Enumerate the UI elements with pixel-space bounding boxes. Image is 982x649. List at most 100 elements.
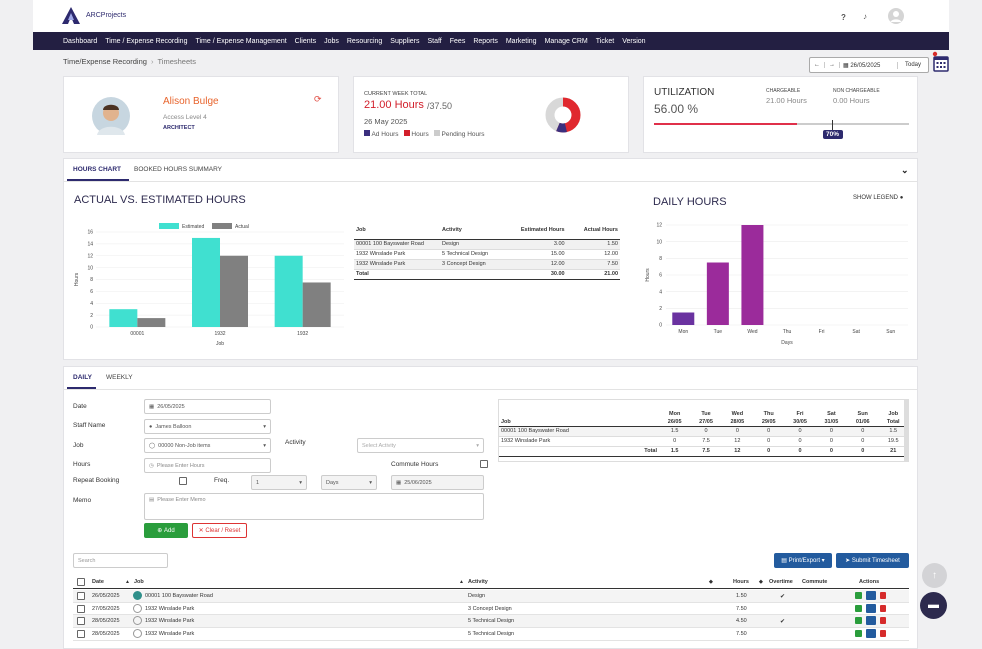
date-field[interactable]: ▦ 26/05/2025 [144,399,271,414]
nav-item-dashboard[interactable]: Dashboard [63,37,98,45]
show-legend-link[interactable]: SHOW LEGEND ● [853,195,904,201]
hours-col-header[interactable]: Hours [733,579,749,585]
copy-icon[interactable] [866,591,876,600]
row-hours: 7.50 [736,631,747,638]
job-table-row: 1932 Winslade Park 5 Technical Design 15.0… [354,249,620,259]
copy-icon[interactable] [866,629,876,639]
delete-icon[interactable] [880,604,886,612]
repeat-end-date[interactable]: ▦ 25/06/2025 [391,475,484,490]
weekly-cell: 1.5 [670,448,679,454]
sort-icon[interactable]: ◆ [709,579,713,585]
breadcrumb-parent[interactable]: Time/Expense Recording [63,57,147,66]
scroll-top-button[interactable]: ↑ [922,563,947,588]
select-all-checkbox[interactable] [77,578,85,586]
job-table-cell: 12.00 [550,261,565,267]
copy-icon[interactable] [866,603,876,613]
delete-icon[interactable] [880,592,886,599]
tab-weekly[interactable]: WEEKLY [106,374,133,381]
edit-icon[interactable] [855,604,862,612]
print-export-button[interactable]: ▤ Print/Export ▾ [774,553,832,568]
timesheet-row[interactable]: 28/05/2025 1932 Winslade Park 5 Technical … [73,628,909,641]
nav-item-resourcing[interactable]: Resourcing [346,37,383,45]
top-bar: ARCProjects ? ♪ [33,0,949,32]
today-button[interactable]: Today [904,62,921,68]
weekly-cell: 0 [798,438,802,444]
x-axis-label: Job [216,341,224,347]
memo-textarea[interactable]: ▤ Please Enter Memo [144,493,484,520]
nav-item-fees[interactable]: Fees [449,37,466,45]
nav-item-staff[interactable]: Staff [427,37,442,45]
daily-tab-indicator [67,387,96,389]
nav-item-reports[interactable]: Reports [473,37,498,45]
tab-hours-chart[interactable]: HOURS CHART [73,166,122,173]
row-overtime: ✔ [780,619,786,626]
row-checkbox[interactable] [77,617,85,626]
actions-col-header: Actions [859,579,880,585]
logo-icon [62,7,80,24]
hours-input[interactable]: ◷ Please Enter Hours [144,458,271,473]
sort-icon[interactable]: ▲ [125,579,130,585]
freq-unit-select[interactable]: Days ▾ [321,475,377,490]
activity-select[interactable]: Select Activity ▾ [357,438,484,453]
collapse-icon[interactable]: ⌄ [901,165,909,175]
timesheet-row[interactable]: 28/05/2025 1932 Winslade Park 5 Technical … [73,615,909,628]
job-table-header: Job Activity Estimated Hours Actual Hour… [354,221,620,239]
bell-icon[interactable]: ♪ [863,12,867,21]
nav-item-time-expense-management[interactable]: Time / Expense Management [195,37,287,45]
nav-item-time-expense-recording[interactable]: Time / Expense Recording [105,37,188,45]
row-checkbox[interactable] [77,592,85,600]
nav-item-clients[interactable]: Clients [294,37,317,45]
sort-icon[interactable]: ▲ [459,579,464,585]
edit-icon[interactable] [855,630,862,638]
job-icon: ◯ [149,442,156,449]
add-button[interactable]: ⊕ Add [144,523,188,538]
calendar-pin-icon[interactable] [932,51,950,73]
main-nav: Dashboard Time / Expense Recording Time / … [33,32,949,50]
nav-item-suppliers[interactable]: Suppliers [390,37,420,45]
activity-col-header[interactable]: Activity [468,579,488,585]
row-checkbox[interactable] [77,630,85,639]
date-col-header[interactable]: Date [92,579,104,585]
nav-item-version[interactable]: Version [622,37,646,45]
tab-daily[interactable]: DAILY [73,374,92,381]
help-icon[interactable]: ? [841,13,846,22]
timesheet-row[interactable]: 26/05/2025 00001 100 Bayswater Road Design… [73,590,909,603]
clear-reset-button[interactable]: ✕ Clear / Reset [192,523,247,538]
nav-item-marketing[interactable]: Marketing [505,37,537,45]
week-date-field[interactable]: ▦ 26/05/2025 [840,61,898,69]
edit-icon[interactable] [855,617,862,625]
weekly-cell: 0 [861,448,865,454]
tab-booked-hours-summary[interactable]: BOOKED HOURS SUMMARY [134,166,223,173]
timesheet-row[interactable]: 27/05/2025 1932 Winslade Park 3 Concept De… [73,603,909,616]
copy-icon[interactable] [866,616,876,626]
job-select[interactable]: ◯ 00000 Non-Job items ▾ [144,438,271,453]
refresh-icon[interactable]: ⟳ [314,94,322,104]
nav-item-manage-crm[interactable]: Manage CRM [544,37,588,45]
submit-timesheet-button[interactable]: ➤ Submit Timesheet [836,553,909,568]
commute-checkbox[interactable] [480,460,488,468]
y-tick-label: 12 [87,253,93,259]
utilization-fill [654,123,797,125]
weekly-col-header: Job [501,418,511,425]
staff-select[interactable]: ● James Balloon ▾ [144,419,271,434]
search-input[interactable]: Search [73,553,168,568]
legend-label-actual: Actual [235,224,249,230]
chat-button[interactable]: ▬ [920,592,947,619]
edit-icon[interactable] [855,592,862,599]
active-tab-indicator [67,179,129,181]
prev-day-button[interactable]: ← [810,62,825,68]
delete-icon[interactable] [880,617,886,625]
next-day-button[interactable]: → [825,62,840,68]
avatar-icon[interactable] [888,8,904,24]
nav-item-jobs[interactable]: Jobs [324,37,339,45]
delete-icon[interactable] [880,630,886,638]
job-col-header[interactable]: Job [134,579,144,585]
freq-select[interactable]: 1 ▾ [251,475,307,490]
weekly-col-header: Thu 29/05 [761,410,776,425]
weekly-table-scrollbar[interactable] [904,400,908,462]
sort-icon[interactable]: ◆ [759,579,763,585]
row-date: 28/05/2025 [92,631,120,638]
nav-item-ticket[interactable]: Ticket [595,37,615,45]
repeat-checkbox[interactable] [179,477,187,485]
row-checkbox[interactable] [77,604,85,613]
